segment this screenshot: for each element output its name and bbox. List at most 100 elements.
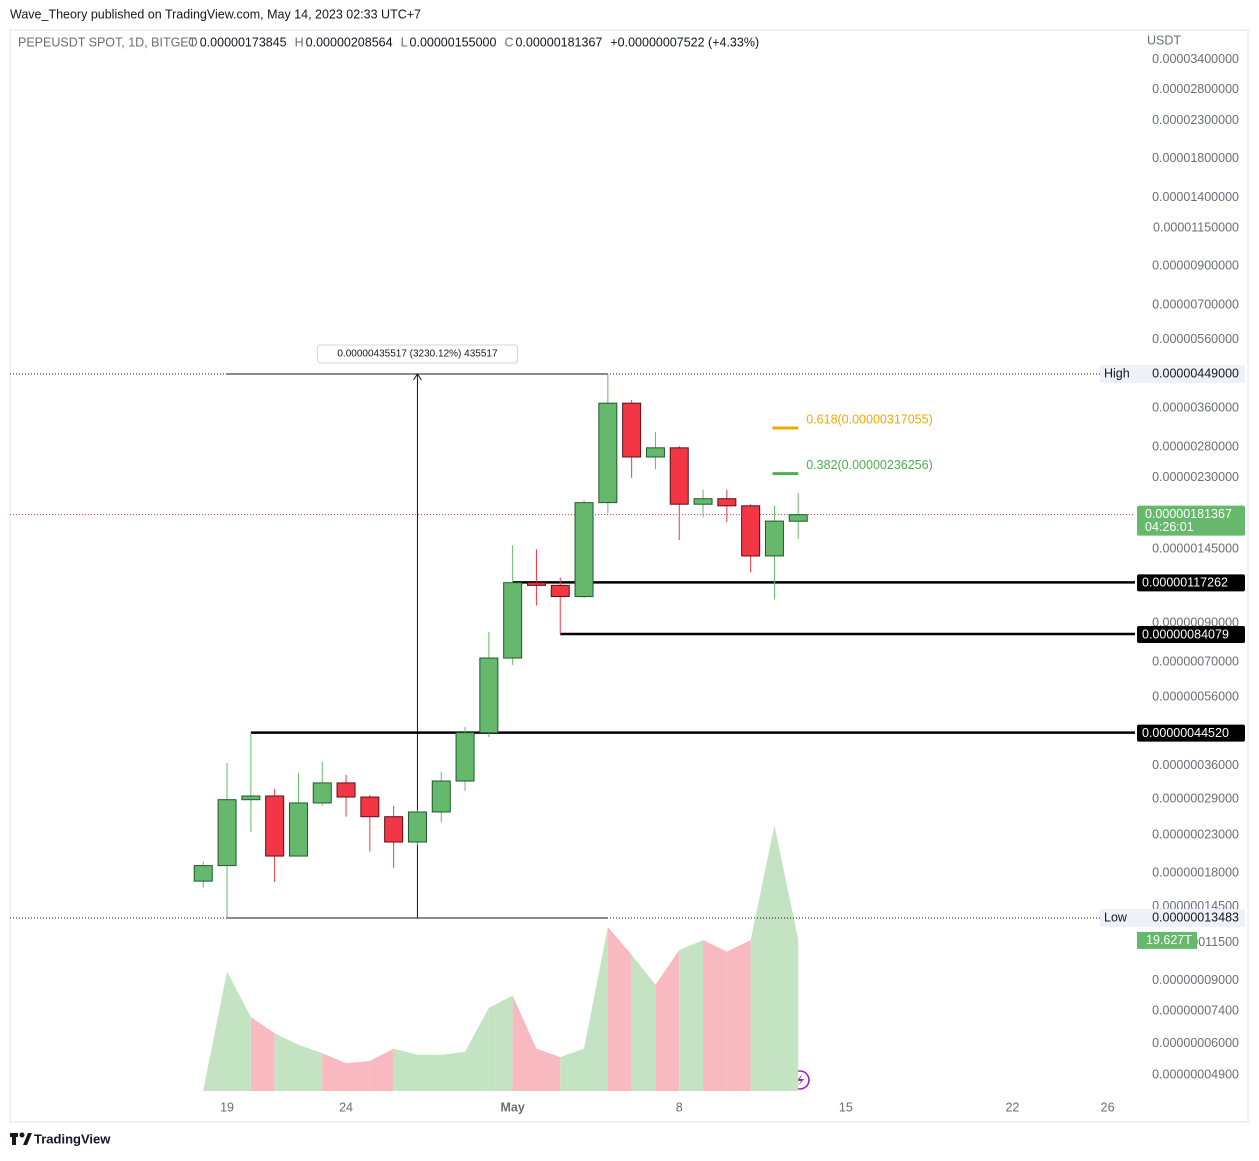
y-tick-label: 0.00001150000 [1153, 220, 1239, 234]
volume-area [679, 940, 704, 1091]
level-label: 0.00000044520 [1142, 726, 1229, 740]
low_marker-box [1100, 909, 1245, 928]
volume-area [203, 971, 228, 1091]
legend-change: +0.00000007522 (+4.33%) [610, 35, 759, 49]
candle-body [669, 447, 689, 505]
x-tick-label: 19 [220, 1100, 234, 1114]
volume-area [584, 926, 608, 1091]
level-box [1137, 724, 1245, 742]
y-tick-label: 0.00000560000 [1152, 332, 1239, 346]
y-tick-label: 0.00000006000 [1152, 1036, 1239, 1050]
legend-key: L [401, 35, 408, 49]
fib-label: 0.382(0.00000236256) [806, 458, 933, 472]
candle-body [288, 802, 308, 857]
volume-area [441, 1051, 466, 1091]
volume-area [607, 926, 632, 1091]
candle-body [717, 498, 737, 507]
legend-key: H [295, 35, 304, 49]
candle-body [526, 582, 546, 586]
y-tick-label: 0.00000145000 [1152, 542, 1239, 556]
volume-label-box [1137, 931, 1197, 949]
measure-box [316, 344, 518, 364]
legend-value: 0.00000208564 [306, 35, 393, 49]
volume-area [655, 950, 680, 1091]
candle-body [312, 782, 332, 804]
volume-area [726, 940, 751, 1091]
level-box [1137, 625, 1245, 643]
volume-area [417, 1054, 442, 1091]
y-tick-label: 0.00001400000 [1152, 190, 1239, 204]
candle-body [693, 498, 713, 505]
y-tick-label: 0.00000004900 [1152, 1067, 1239, 1081]
x-tick-label: 26 [1101, 1100, 1115, 1114]
level-label: 0.00000084079 [1142, 627, 1229, 641]
y-tick-label: 0.00000056000 [1152, 689, 1239, 703]
y-tick-label: 0.00001800000 [1152, 151, 1239, 165]
x-tick-label: 24 [339, 1100, 353, 1114]
low_marker-name: Low [1104, 910, 1128, 924]
candle-body [431, 780, 451, 813]
candle-body [479, 657, 499, 734]
candle-body [265, 795, 285, 857]
candle-body [241, 795, 261, 801]
y-tick-label: 0.00000700000 [1152, 297, 1239, 311]
y-tick-label: 0.00000009000 [1152, 973, 1239, 987]
y-tick-label: 0.00003400000 [1152, 52, 1239, 66]
volume-area [631, 954, 656, 1091]
high_marker-name: High [1104, 366, 1130, 380]
volume-area [465, 1007, 489, 1091]
candle-body [645, 447, 665, 458]
legend-value: 0.00000181367 [515, 35, 602, 49]
candle-body [217, 799, 237, 867]
volume-area [298, 1044, 323, 1091]
candle-body [788, 514, 808, 522]
candle-body [193, 865, 213, 882]
currency: USDT [1147, 33, 1181, 47]
volume-area [227, 971, 251, 1091]
candle-body [598, 402, 618, 504]
level-label: 0.00000117262 [1142, 576, 1228, 590]
candle-body [764, 520, 784, 557]
y-tick-label: 0.00000018000 [1152, 865, 1239, 879]
candle-body [574, 502, 594, 598]
y-tick-label: 0.00000036000 [1152, 758, 1239, 772]
high_marker-label: 0.00000449000 [1152, 366, 1239, 380]
x-tick-label: 8 [676, 1100, 683, 1114]
last-price-label: 0.00000181367 [1145, 507, 1232, 521]
candle-body [741, 505, 761, 557]
legend-value: 0.00000173845 [200, 35, 287, 49]
candle-body [336, 782, 356, 798]
countdown: 04:26:01 [1145, 520, 1194, 534]
y-tick-label: 0.00002300000 [1152, 113, 1239, 127]
frame [9, 29, 1249, 1123]
x-tick-label: May [500, 1100, 524, 1114]
x-tick-label: 15 [839, 1100, 853, 1114]
last-price-box [1137, 505, 1245, 536]
y-tick-label: 0.00000029000 [1152, 791, 1239, 805]
volume-area [346, 1060, 370, 1091]
candle-body [384, 816, 404, 843]
y-tick-label: 0.00002800000 [1152, 82, 1239, 96]
volume-last-label: 19.627T [1146, 933, 1192, 947]
y-tick-label: 0.00000900000 [1152, 258, 1239, 272]
y-tick-label: 0.00000023000 [1152, 827, 1239, 841]
fib-label: 0.618(0.00000317055) [806, 412, 933, 426]
legend-value: 0.00000155000 [410, 35, 497, 49]
candle-body [622, 402, 642, 458]
x-tick-label: 22 [1005, 1100, 1019, 1114]
symbol: PEPEUSDT SPOT, 1D, BITGET [18, 35, 197, 49]
volume-area [322, 1053, 347, 1091]
volume-area [512, 995, 537, 1091]
volume-area [750, 825, 775, 1091]
candle-body [407, 811, 427, 843]
chart-title: Wave_Theory published on TradingView.com… [10, 7, 421, 21]
volume-pane [203, 825, 799, 1091]
volume-area [274, 1033, 299, 1091]
volume-area [536, 1048, 561, 1091]
candle-body [455, 732, 475, 782]
y-tick-label: 0.00000070000 [1152, 655, 1239, 669]
volume-area [250, 1017, 275, 1091]
measure-arrowhead [413, 373, 422, 381]
y-tick-label: 0.00000007400 [1152, 1003, 1239, 1017]
